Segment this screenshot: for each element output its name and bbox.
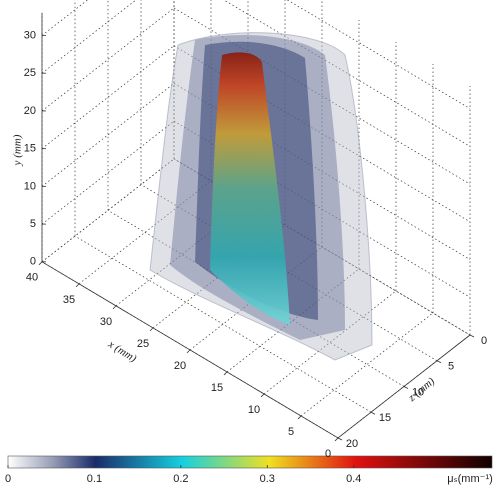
x-tick-label: 35 [63,294,75,306]
grid-line [41,261,339,439]
z-tick-label: 5 [448,361,454,373]
y-tick-label: 20 [24,105,36,117]
x-tick-label: 25 [137,338,149,350]
x-tick-label: 10 [248,404,260,416]
tick-mark [334,437,339,442]
tick-mark [112,305,117,310]
grid-line [41,7,175,112]
tick-mark [223,371,228,376]
x-tick-label: 5 [288,426,294,438]
tick-mark [75,283,80,288]
tick-mark [337,437,343,441]
colorbar-label: μₛ(mm⁻¹) [447,473,493,485]
y-tick-label: 0 [30,256,36,268]
y-axis-label: y (mm) [12,134,24,166]
z-tick-label: 10 [412,386,424,398]
y-tick-label: 5 [30,218,36,230]
colorbar-tick-label: 0.4 [346,473,361,485]
tick-mark [297,415,302,420]
y-tick-label: 30 [24,29,36,41]
x-tick-label: 30 [100,316,112,328]
tick-mark [186,349,191,354]
grid-line [286,0,471,109]
volume-rendering [149,32,373,361]
x-tick-label: 40 [26,272,38,284]
colorbar [7,455,493,469]
tick-mark [149,327,154,332]
x-tick-label: 15 [211,382,223,394]
x-axis-label: x (mm) [105,338,139,365]
tick-mark [38,261,43,266]
x-tick-label: 0 [325,448,331,460]
grid-line [74,235,372,413]
tick-mark [436,360,442,364]
colorbar-tick-label: 0.3 [260,473,275,485]
tick-mark [403,386,409,389]
colorbar-tick-label: 0 [5,473,11,485]
x-tick-label: 20 [174,360,186,372]
y-tick-label: 10 [24,180,36,192]
grid-line [173,7,471,185]
tick-mark [469,334,475,338]
colorbar-tick-label: 0.2 [173,473,188,485]
grid-line [173,158,471,336]
grid-line [41,120,175,225]
tick-mark [370,411,376,415]
y-tick-label: 15 [24,143,36,155]
y-tick-label: 25 [24,67,36,79]
z-tick-label: 20 [346,438,358,450]
z-tick-label: 15 [379,412,391,424]
tick-mark [260,393,265,398]
z-tick-label: 0 [481,335,487,347]
colorbar-tick-label: 0.1 [87,473,102,485]
grid-line [41,83,175,187]
